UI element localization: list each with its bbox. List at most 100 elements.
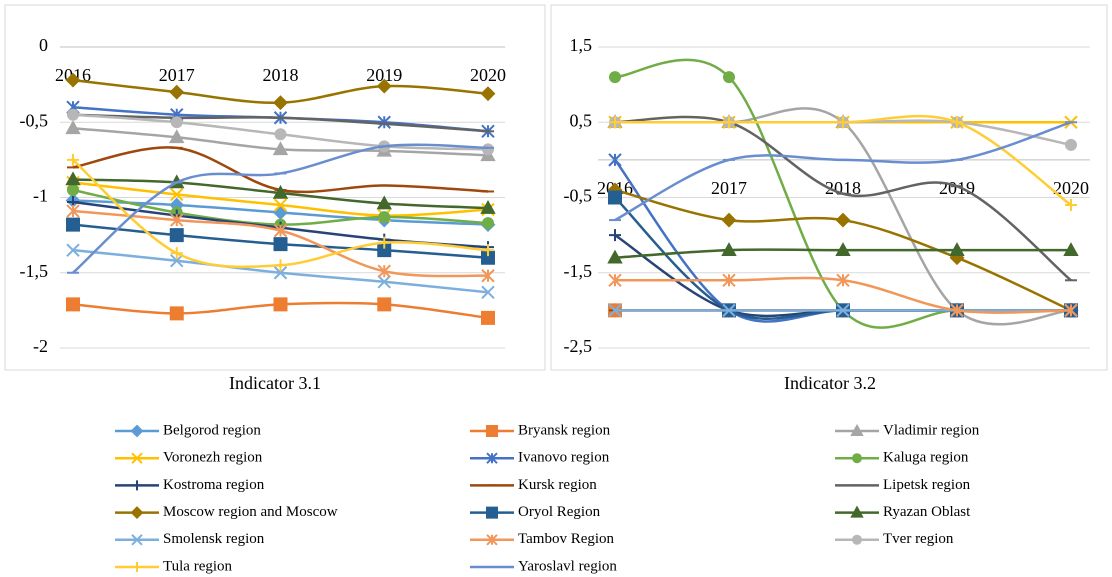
marker-shape xyxy=(67,108,79,121)
marker xyxy=(169,129,185,144)
marker xyxy=(607,249,623,264)
marker-shape xyxy=(376,78,392,94)
legend-label: Tver region xyxy=(883,531,954,547)
marker-shape xyxy=(169,306,184,321)
marker-shape xyxy=(486,425,498,437)
marker-shape xyxy=(609,229,621,242)
marker-shape xyxy=(609,116,621,129)
marker xyxy=(723,116,735,129)
marker-shape xyxy=(949,242,965,256)
marker-shape xyxy=(67,153,79,166)
marker xyxy=(273,205,288,220)
marker xyxy=(130,506,144,520)
marker-shape xyxy=(850,505,864,518)
marker xyxy=(169,84,185,100)
marker xyxy=(721,242,737,256)
legend-label: Vladimir region xyxy=(883,422,980,438)
marker xyxy=(377,243,392,258)
marker xyxy=(482,217,494,230)
marker-shape xyxy=(608,273,622,287)
marker xyxy=(951,116,963,129)
legend-label: Moscow region and Moscow xyxy=(163,504,338,520)
marker xyxy=(65,120,81,135)
series xyxy=(65,72,496,111)
marker-shape xyxy=(132,562,142,572)
chart-caption: Indicator 3.1 xyxy=(229,373,321,393)
marker xyxy=(66,204,80,218)
marker xyxy=(723,71,735,84)
marker-shape xyxy=(480,86,496,102)
series xyxy=(66,243,495,300)
marker xyxy=(273,198,288,212)
marker-shape xyxy=(377,115,391,129)
y-tick-label: -1,5 xyxy=(564,261,593,281)
legend-item: Ivanovo region xyxy=(470,450,610,466)
marker xyxy=(273,297,288,312)
marker xyxy=(609,116,621,129)
legend-label: Tula region xyxy=(163,558,233,574)
marker xyxy=(170,213,184,227)
marker-shape xyxy=(130,424,144,438)
marker xyxy=(486,506,498,519)
marker xyxy=(481,285,495,300)
marker xyxy=(852,534,862,545)
marker-shape xyxy=(66,297,80,312)
marker xyxy=(608,273,622,287)
marker xyxy=(273,95,288,111)
marker xyxy=(66,297,80,312)
marker-shape xyxy=(722,273,736,287)
marker-shape xyxy=(852,453,862,464)
marker-shape xyxy=(273,198,288,212)
marker xyxy=(376,195,392,210)
marker xyxy=(722,273,736,287)
marker-shape xyxy=(950,303,964,318)
marker-shape xyxy=(722,303,736,318)
marker-shape xyxy=(273,223,288,238)
series xyxy=(67,143,494,274)
legend-item: Belgorod region xyxy=(115,422,261,438)
marker-shape xyxy=(608,190,622,205)
marker xyxy=(377,297,392,312)
marker xyxy=(272,184,289,199)
marker-shape xyxy=(836,273,850,287)
marker xyxy=(66,243,80,257)
legend-label: Bryansk region xyxy=(518,422,611,438)
legend-item: Smolensk region xyxy=(115,531,265,547)
marker xyxy=(836,303,850,318)
x-tick-label: 2018 xyxy=(263,65,299,85)
legend-label: Voronezh region xyxy=(163,450,263,466)
marker xyxy=(65,171,81,186)
marker xyxy=(850,423,864,436)
x-tick-label: 2020 xyxy=(1053,178,1089,198)
marker-shape xyxy=(481,250,495,265)
legend-label: Ryazan Oblast xyxy=(883,504,971,520)
chart-caption: Indicator 3.2 xyxy=(784,373,876,393)
series xyxy=(66,297,495,325)
legend-item: Tambov Region xyxy=(470,531,615,547)
marker-shape xyxy=(1064,303,1078,318)
legend-label: Ivanovo region xyxy=(518,450,610,466)
marker xyxy=(65,72,81,88)
marker xyxy=(721,212,737,228)
legend-item: Tula region xyxy=(115,558,233,574)
series xyxy=(608,273,1078,318)
marker-shape xyxy=(377,275,391,289)
marker xyxy=(169,306,184,321)
y-tick-label: -2 xyxy=(33,336,48,356)
marker xyxy=(377,115,391,129)
marker-shape xyxy=(169,228,184,243)
marker-shape xyxy=(132,480,142,491)
legend-label: Lipetsk region xyxy=(883,477,971,493)
legend-item: Kursk region xyxy=(470,477,597,493)
marker-shape xyxy=(131,452,143,464)
marker-shape xyxy=(378,211,391,224)
x-tick-label: 2019 xyxy=(939,178,975,198)
marker xyxy=(835,242,851,256)
marker-shape xyxy=(377,264,391,278)
marker-shape xyxy=(377,297,392,312)
legend-item: Yaroslavl region xyxy=(470,558,617,574)
y-tick-label: -1,5 xyxy=(20,261,49,281)
marker-shape xyxy=(169,84,185,100)
marker-shape xyxy=(170,247,183,260)
y-tick-label: 0 xyxy=(39,35,48,55)
